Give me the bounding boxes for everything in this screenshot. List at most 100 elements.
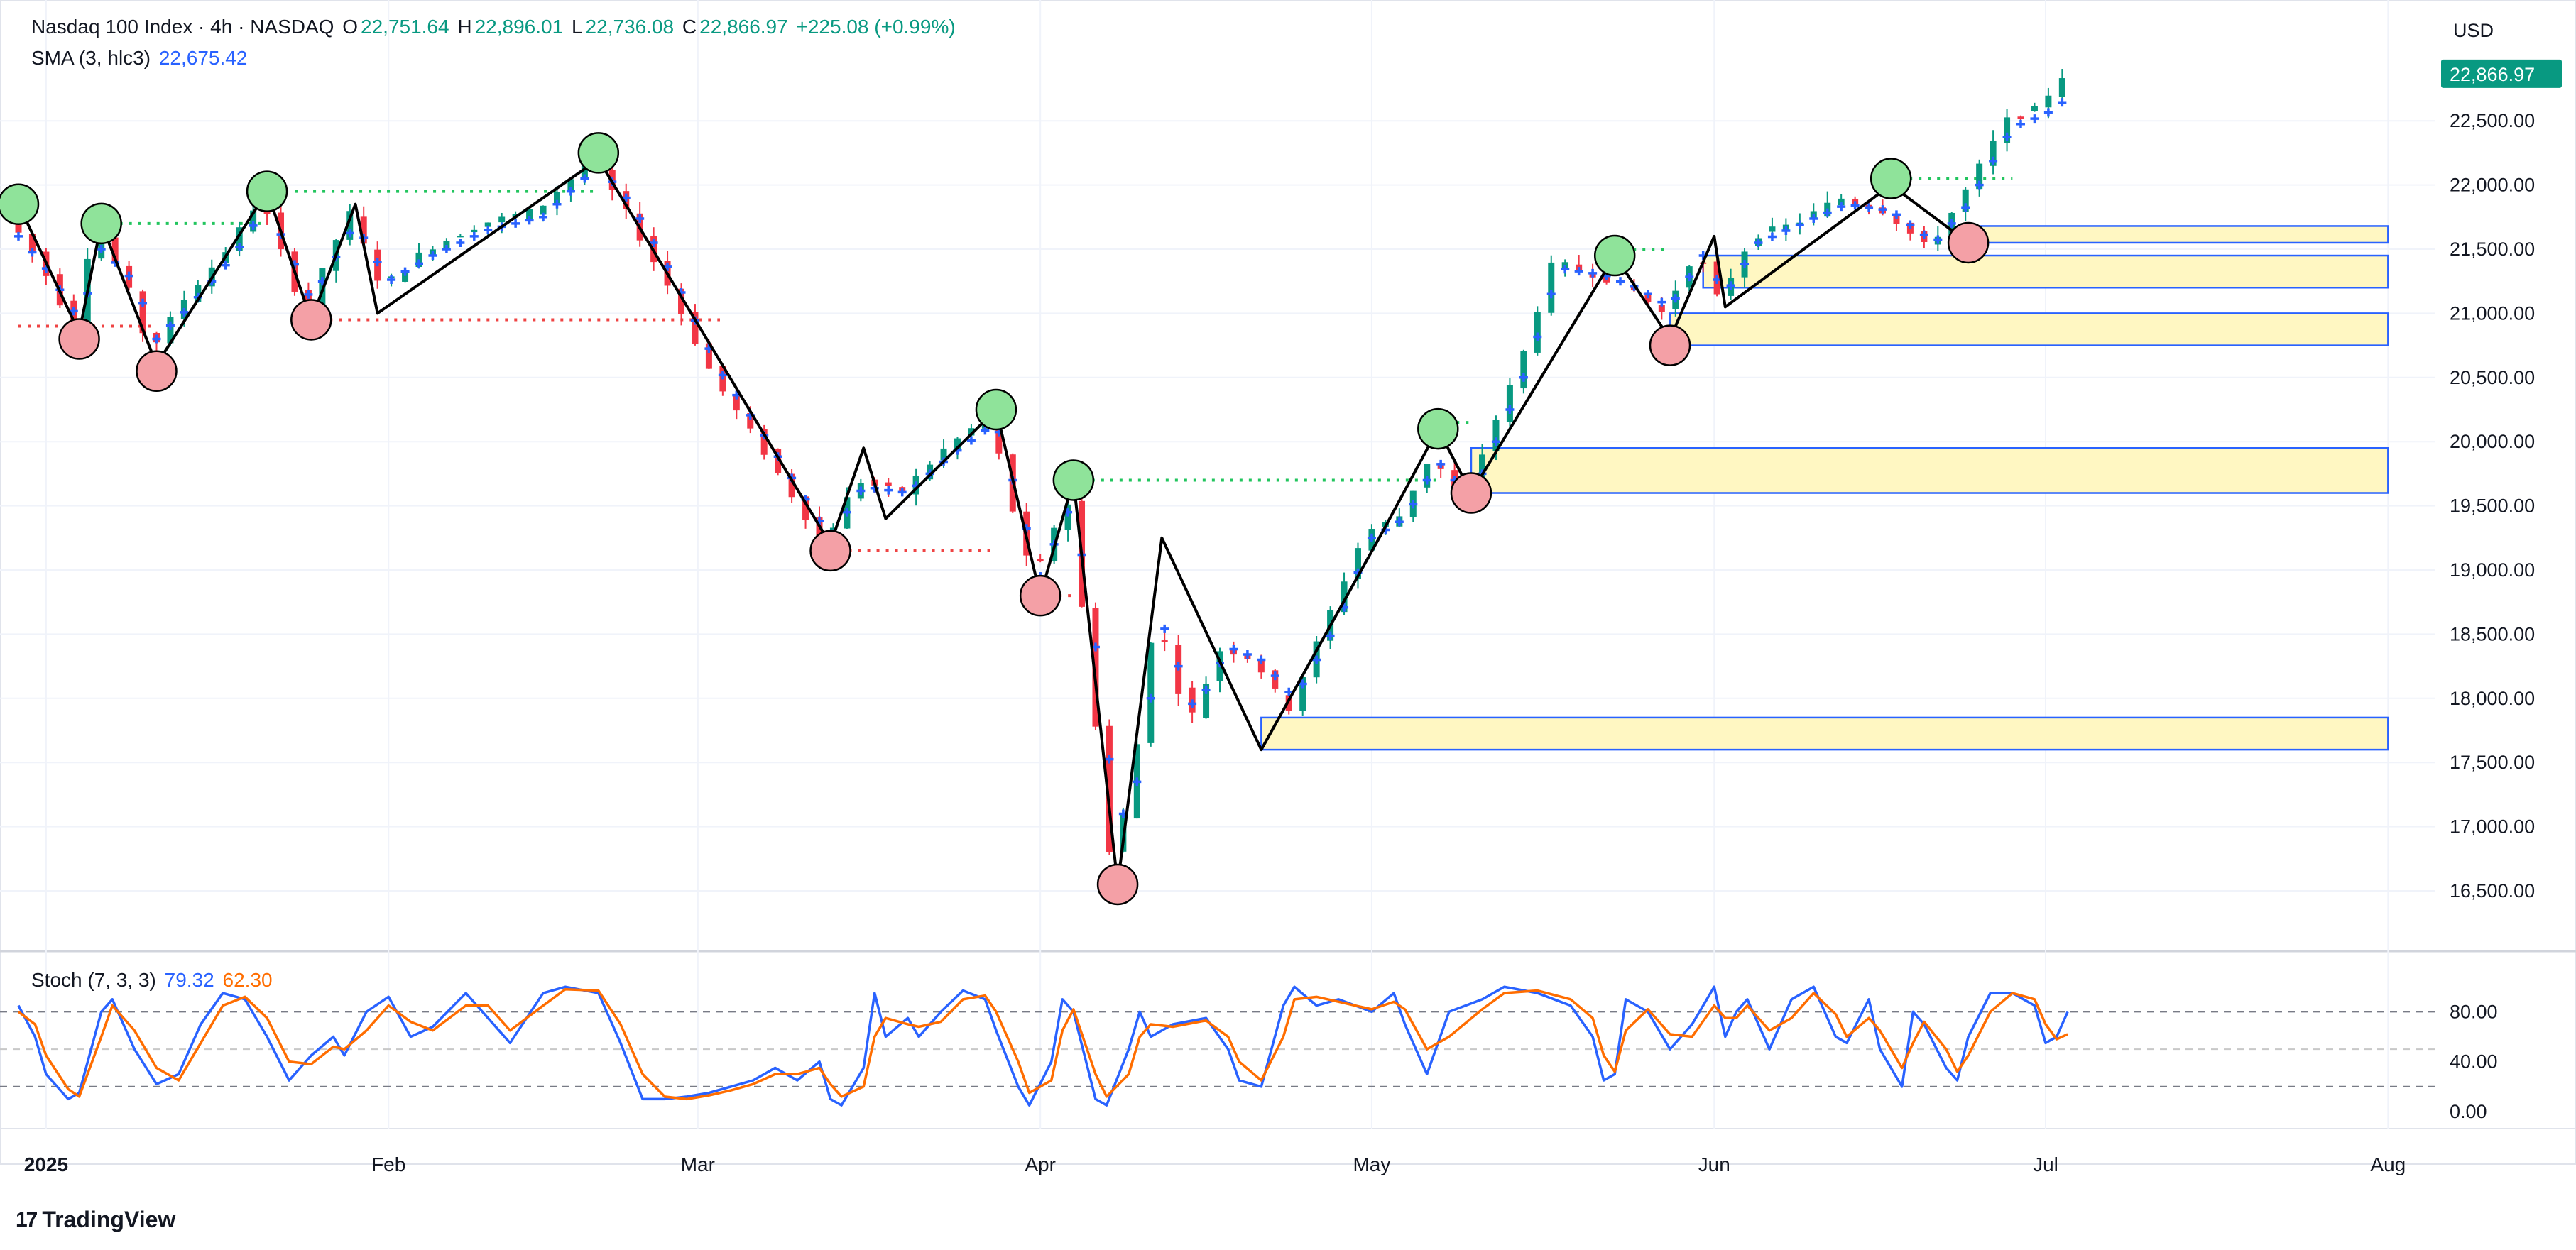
pivot-high-marker bbox=[246, 170, 288, 212]
sma-marker bbox=[2030, 114, 2039, 124]
pivot-low-marker bbox=[1019, 574, 1061, 617]
sma-marker bbox=[1850, 201, 1860, 210]
sma-marker bbox=[1533, 332, 1542, 341]
time-tick-label: May bbox=[1353, 1153, 1390, 1175]
sma-marker bbox=[1491, 437, 1500, 446]
candle-body bbox=[2058, 78, 2065, 97]
stoch-label[interactable]: Stoch (7, 3, 3) bbox=[31, 969, 156, 991]
sma-marker bbox=[138, 298, 148, 307]
candle-body bbox=[788, 473, 795, 498]
pivot-high-marker bbox=[1417, 407, 1459, 450]
sma-marker bbox=[69, 307, 78, 316]
sma-marker bbox=[1767, 232, 1777, 241]
time-axis[interactable]: 2025 Feb Mar Apr May Jun Jul Aug bbox=[24, 1153, 2406, 1175]
candle-body bbox=[1962, 189, 1969, 212]
sma-marker bbox=[1961, 203, 1970, 212]
brand-name: TradingView bbox=[42, 1207, 176, 1232]
zigzag-line bbox=[17, 158, 1970, 886]
sma-marker bbox=[1588, 268, 1598, 278]
sma-marker bbox=[1837, 202, 1846, 212]
sma-marker bbox=[1436, 459, 1446, 468]
candle-body bbox=[1341, 581, 1348, 613]
sma-marker bbox=[249, 221, 258, 230]
stoch-d-value: 62.30 bbox=[222, 969, 273, 991]
price-tick-label: 21,000.00 bbox=[2450, 302, 2535, 324]
currency-label[interactable]: USD bbox=[2453, 20, 2494, 41]
sma-label[interactable]: SMA (3, hlc3) bbox=[31, 47, 151, 69]
price-tick-label: 18,000.00 bbox=[2450, 688, 2535, 709]
sma-marker bbox=[539, 212, 548, 221]
demand-zones bbox=[1260, 225, 2389, 751]
demand-zone bbox=[1260, 716, 2389, 751]
sma-marker bbox=[1906, 220, 1915, 229]
sma-marker bbox=[1878, 205, 1887, 214]
sma-marker bbox=[14, 231, 23, 241]
sma-marker bbox=[442, 245, 451, 253]
candle-body bbox=[733, 394, 740, 411]
candle-body bbox=[692, 312, 699, 344]
candle-body bbox=[1534, 312, 1541, 353]
price-tick-label: 16,500.00 bbox=[2450, 880, 2535, 901]
sma-marker bbox=[718, 371, 727, 380]
symbol-title[interactable]: Nasdaq 100 Index · 4h · NASDAQ bbox=[31, 16, 334, 38]
candle-body bbox=[1257, 660, 1265, 673]
price-tick-label: 17,500.00 bbox=[2450, 752, 2535, 773]
candle-body bbox=[705, 343, 712, 369]
sma-marker bbox=[1989, 156, 1998, 165]
sma-marker bbox=[884, 486, 893, 495]
stoch-k-line bbox=[17, 985, 2069, 1107]
tradingview-brand[interactable]: 17 TradingView bbox=[16, 1207, 175, 1233]
candle-body bbox=[1354, 548, 1361, 579]
sma-marker bbox=[2002, 132, 2012, 141]
price-axis[interactable]: 16,500.00 17,000.00 17,500.00 18,000.00 18,5… bbox=[2441, 59, 2562, 1122]
sma-marker bbox=[635, 214, 645, 224]
pivot-low-marker bbox=[1649, 324, 1691, 366]
symbol-legend: Nasdaq 100 Index · 4h · NASDAQ O 22,751.6… bbox=[31, 16, 959, 38]
candle-body bbox=[484, 222, 491, 227]
sma-marker bbox=[1270, 671, 1279, 681]
sma-marker bbox=[180, 307, 189, 317]
sma-marker bbox=[1919, 230, 1928, 239]
candle-body bbox=[1424, 464, 1431, 488]
stoch-tick-label: 80.00 bbox=[2450, 1001, 2498, 1022]
sma-marker bbox=[1574, 267, 1583, 276]
sma-marker bbox=[415, 259, 423, 268]
candle-body bbox=[1769, 226, 1776, 232]
sma-marker bbox=[1243, 650, 1252, 659]
candle-body bbox=[2045, 95, 2052, 108]
sma-marker bbox=[1201, 685, 1211, 694]
pivot-high-marker bbox=[80, 202, 122, 245]
pivot-low-marker bbox=[1096, 863, 1139, 906]
sma-marker bbox=[1754, 238, 1763, 247]
sma-marker bbox=[1160, 624, 1169, 633]
sma-marker bbox=[1188, 699, 1197, 708]
candle-body bbox=[747, 412, 754, 429]
candle-body bbox=[1838, 198, 1845, 206]
price-tick-label: 19,000.00 bbox=[2450, 559, 2535, 581]
candle-body bbox=[1990, 140, 1997, 166]
candle-body bbox=[236, 227, 243, 251]
sma-marker bbox=[1146, 693, 1155, 703]
candle-body bbox=[1520, 351, 1527, 389]
grid-layer bbox=[0, 0, 2576, 1165]
high-value: 22,896.01 bbox=[474, 16, 564, 38]
sma-marker bbox=[1795, 220, 1804, 229]
sma-marker bbox=[97, 245, 106, 253]
pivot-low-marker bbox=[58, 318, 100, 360]
time-tick-label: Mar bbox=[681, 1153, 715, 1175]
sma-marker bbox=[469, 231, 479, 241]
sma-marker bbox=[1298, 679, 1307, 689]
candle-body bbox=[111, 237, 119, 263]
pivot-low-marker bbox=[809, 530, 851, 572]
candle-body bbox=[2017, 116, 2024, 119]
sma-marker bbox=[1726, 281, 1735, 290]
sma-marker bbox=[1326, 631, 1335, 640]
price-tick-label: 20,000.00 bbox=[2450, 431, 2535, 452]
sma-marker bbox=[1133, 777, 1142, 786]
tradingview-logo-icon: 17 bbox=[16, 1207, 38, 1232]
sma-marker bbox=[566, 187, 575, 196]
candle-body bbox=[15, 223, 22, 233]
sma-marker bbox=[1409, 500, 1418, 509]
demand-zone bbox=[1470, 446, 2389, 494]
sma-marker bbox=[1257, 655, 1266, 664]
